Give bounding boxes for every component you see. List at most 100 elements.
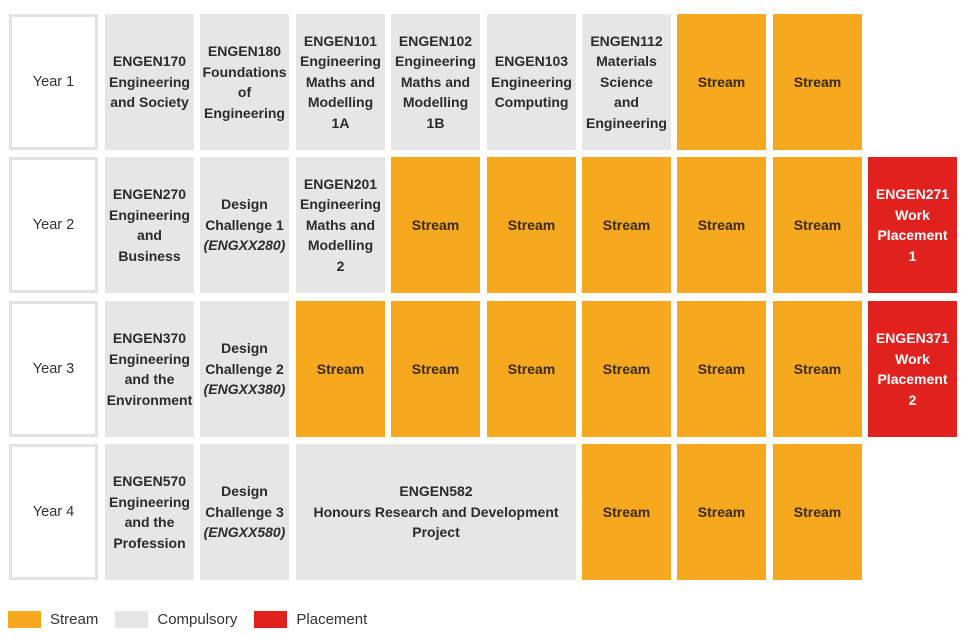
course-cell-text-line: Environment: [106, 391, 193, 408]
legend-item-placement: Placement: [254, 610, 368, 628]
course-cell-text-line: and Society: [110, 94, 189, 111]
course-cell: ENGEN103 Engineering Computing: [487, 14, 576, 150]
legend-item-stream: Stream: [8, 610, 98, 628]
course-cell: ENGEN201 Engineering Maths and Modelling 2: [296, 157, 385, 293]
course-cell-text-line: ENGEN201: [303, 175, 378, 192]
course-cell-text-line: ENGEN570: [112, 473, 187, 489]
course-cell-text-line: and: [614, 94, 639, 111]
course-cell-text-line: ENGEN270: [112, 186, 187, 202]
course-cell-content: ENGEN101 Engineering Maths and Modelling 1A: [300, 31, 381, 134]
legend: Stream Compulsory Placement: [8, 608, 384, 630]
course-cell-text-line: Design: [221, 483, 268, 500]
course-cell-text-line: Engineering: [109, 73, 190, 90]
course-cell-text-line: Engineering: [586, 114, 667, 131]
year-label-text: Year 3: [32, 360, 75, 377]
stream-cell-content: Stream: [412, 215, 459, 236]
stream-cell-text-line: Stream: [793, 73, 842, 90]
placement-cell-text-line: 1: [908, 247, 917, 264]
course-cell-text-line: Modelling: [307, 237, 374, 254]
course-cell-text-line: and the: [124, 514, 175, 530]
course-cell-text-line: ENGEN180: [207, 43, 282, 59]
stream-cell-content: Stream: [412, 359, 459, 380]
placement-cell-content: ENGEN271 Work Placement 1: [876, 184, 949, 266]
course-cell-text-line: Foundations: [202, 63, 287, 80]
placement-cell: ENGEN371 Work Placement 2: [868, 301, 957, 437]
stream-cell-content: Stream: [603, 215, 650, 236]
stream-cell: Stream: [773, 301, 862, 437]
stream-cell-text-line: Stream: [697, 503, 746, 520]
year-label-text: Year 1: [32, 73, 75, 90]
course-cell-text-line: Maths and: [400, 73, 471, 90]
stream-cell-text-line: Stream: [793, 360, 842, 377]
year-label-text: Year 2: [32, 216, 75, 233]
legend-label-compulsory: Compulsory: [157, 610, 238, 628]
stream-cell-text-line: Stream: [602, 360, 651, 377]
legend-swatch-compulsory: [115, 610, 149, 628]
placement-cell: ENGEN271 Work Placement 1: [868, 157, 957, 293]
placement-cell-text-line: 2: [908, 391, 917, 408]
course-cell-content: ENGEN103 Engineering Computing: [491, 51, 572, 113]
course-cell-content: Design Challenge 1 (ENGXX280): [204, 194, 286, 256]
stream-cell: Stream: [487, 301, 576, 437]
course-cell-text-line: ENGEN112: [590, 32, 663, 49]
course-cell-text-line: of: [237, 84, 252, 100]
stream-cell-content: Stream: [698, 72, 745, 93]
course-cell: ENGEN170 Engineering and Society: [105, 14, 194, 150]
stream-cell-content: Stream: [794, 359, 841, 380]
stream-cell: Stream: [677, 444, 766, 580]
stream-cell-content: Stream: [603, 359, 650, 380]
legend-label-placement: Placement: [296, 610, 368, 628]
stream-cell: Stream: [773, 14, 862, 150]
course-cell-text-line: ENGEN101: [303, 32, 378, 49]
course-cell: Design Challenge 3 (ENGXX580): [200, 444, 289, 580]
course-cell-content: ENGEN170 Engineering and Society: [109, 51, 190, 113]
stream-cell: Stream: [677, 14, 766, 150]
course-cell-content: ENGEN102 Engineering Maths and Modelling 1B: [395, 31, 476, 134]
course-cell-text-line: 2: [336, 257, 345, 274]
stream-cell-content: Stream: [794, 72, 841, 93]
year-label: Year 4: [9, 444, 98, 580]
course-cell-content: ENGEN112 Materials Science and Engineering: [586, 31, 667, 134]
course-cell-text-line: Design: [221, 340, 268, 357]
placement-cell-text-line: ENGEN371: [875, 330, 950, 346]
stream-cell-content: Stream: [317, 359, 364, 380]
course-code-text: (ENGXX580): [203, 524, 286, 541]
stream-cell-content: Stream: [698, 359, 745, 380]
course-cell-content: ENGEN201 Engineering Maths and Modelling 2: [300, 174, 381, 277]
course-cell-text-line: Maths and: [305, 216, 376, 233]
stream-cell-text-line: Stream: [507, 216, 556, 233]
course-cell-text-line: Materials: [596, 53, 657, 70]
stream-cell-text-line: Stream: [697, 360, 746, 377]
stream-cell-text-line: Stream: [411, 216, 460, 233]
course-cell: ENGEN102 Engineering Maths and Modelling 1B: [391, 14, 480, 150]
stream-cell-text-line: Stream: [697, 216, 746, 233]
stream-cell-content: Stream: [508, 215, 555, 236]
course-cell-text-line: Maths and: [305, 73, 376, 90]
stream-cell: Stream: [582, 157, 671, 293]
stream-cell-text-line: Stream: [793, 503, 842, 520]
course-cell-text-line: Engineering: [300, 196, 381, 213]
course-cell-text-line: Profession: [113, 534, 186, 551]
stream-cell: Stream: [677, 157, 766, 293]
year-label: Year 1: [9, 14, 98, 150]
course-cell: ENGEN570 Engineering and the Profession: [105, 444, 194, 580]
placement-cell-text-line: Placement: [877, 371, 948, 387]
course-cell-text-line: Challenge 2: [205, 360, 284, 377]
course-cell-text-line: Engineering: [109, 493, 190, 510]
course-cell-text-line: Project: [412, 524, 460, 541]
course-cell: ENGEN582 Honours Research and Development…: [296, 444, 576, 580]
placement-cell-text-line: Work: [895, 350, 930, 367]
course-cell-text-line: Engineering: [300, 53, 381, 70]
course-cell-text-line: 1B: [426, 114, 445, 131]
course-cell-content: ENGEN180 Foundations of Engineering: [203, 41, 287, 123]
course-cell-text-line: Challenge 3: [205, 503, 284, 520]
course-cell-text-line: Science: [600, 73, 653, 90]
year-label-text: Year 4: [32, 503, 75, 520]
course-cell-text-line: Challenge 1: [205, 216, 284, 233]
stream-cell: Stream: [391, 301, 480, 437]
course-cell: Design Challenge 2 (ENGXX380): [200, 301, 289, 437]
course-cell: ENGEN112 Materials Science and Engineering: [582, 14, 671, 150]
legend-item-compulsory: Compulsory: [115, 610, 238, 628]
course-cell-text-line: Design: [221, 196, 268, 213]
stream-cell-content: Stream: [508, 359, 555, 380]
